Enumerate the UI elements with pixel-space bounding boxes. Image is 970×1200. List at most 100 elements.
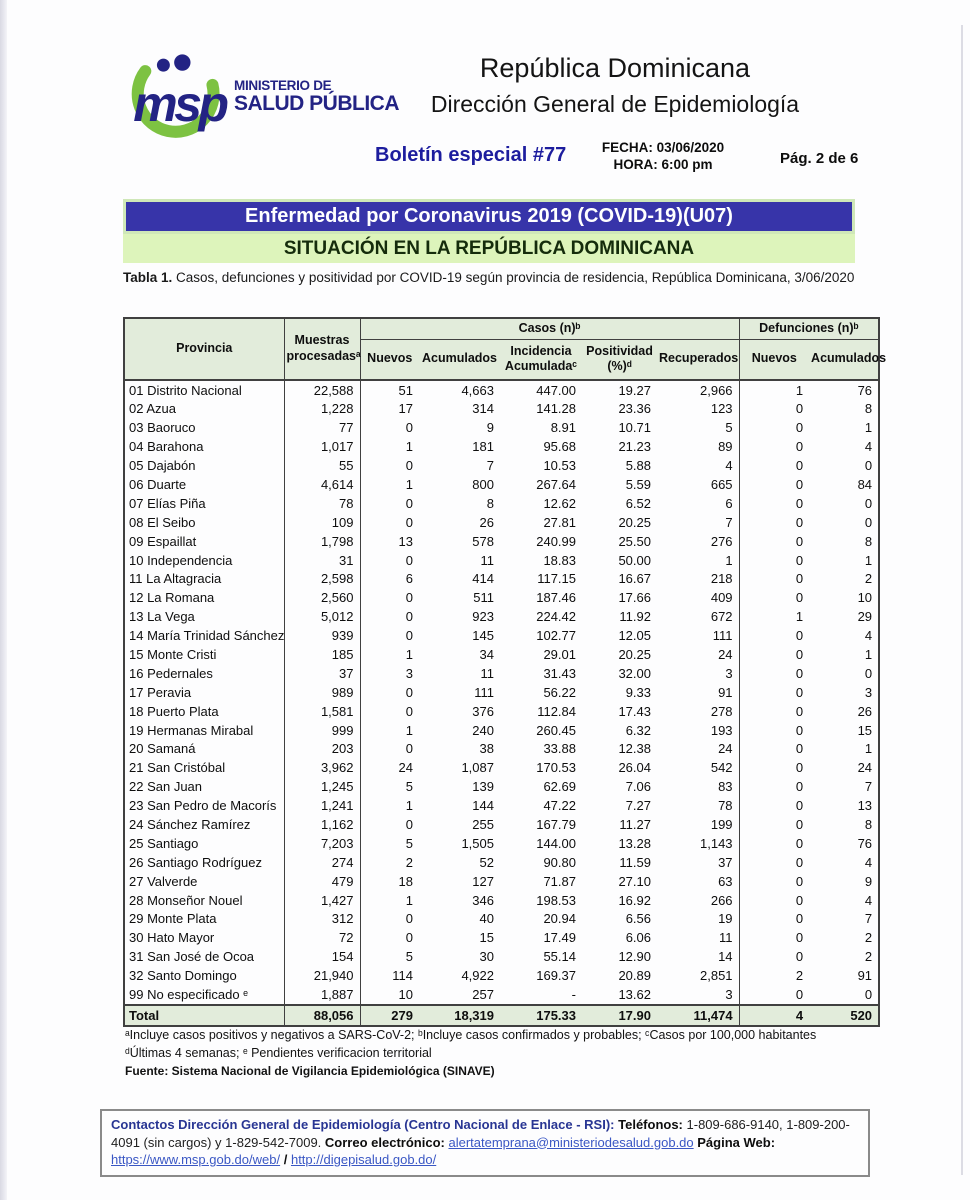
value-cell: 0	[738, 664, 810, 684]
value-cell: 13	[857, 798, 873, 814]
table-row: 10 Independencia 31 0 11 18.83 50.00 1 0 1	[124, 551, 879, 570]
table-row: 06 Duarte 4,614 1 800 267.64 5.59 665 0 84	[124, 475, 879, 495]
value-cell: 38	[479, 741, 494, 757]
province-cell: 13 La Vega	[129, 609, 195, 625]
web-link-2[interactable]: http://digepisalud.gob.do/	[290, 1152, 437, 1167]
value-cell: 13	[359, 532, 419, 552]
value-cell: 0	[864, 495, 873, 511]
value-cell: 11,474	[657, 1004, 740, 1027]
value-cell: 2,598	[283, 569, 360, 589]
value-cell: 511	[473, 590, 494, 606]
value-cell: 187.46	[536, 590, 576, 606]
value-cell: 9	[864, 873, 873, 889]
province-cell: 10 Independencia	[129, 552, 233, 568]
value-cell: 8	[864, 533, 873, 549]
value-cell: 0	[359, 909, 419, 929]
value-cell: 0	[738, 758, 810, 778]
value-cell: 4	[864, 892, 873, 908]
value-cell: 27.81	[543, 514, 576, 530]
value-cell: 4	[864, 439, 873, 455]
value-cell: 20.94	[543, 911, 576, 927]
province-cell: 03 Baoruco	[129, 420, 196, 436]
contact-box: Contactos Dirección General de Epidemiol…	[100, 1109, 870, 1177]
value-cell: 123	[710, 401, 733, 417]
value-cell: 0	[738, 947, 810, 967]
table-row: 02 Azua 1,228 17 314 141.28 23.36 123 0 8	[124, 399, 879, 419]
value-cell: 19	[718, 911, 733, 927]
value-cell: 78	[283, 494, 360, 514]
covid-banner: Enfermedad por Coronavirus 2019 (COVID-1…	[123, 199, 855, 234]
value-cell: 31	[283, 551, 360, 570]
value-cell: 1	[359, 475, 419, 495]
value-cell: 7	[864, 779, 873, 795]
value-cell: 1	[359, 437, 419, 457]
footnotes: ᵃIncluye casos positivos y negativos a S…	[125, 1026, 880, 1080]
value-cell: 199	[710, 816, 733, 832]
value-cell: 0	[738, 872, 810, 892]
value-cell: 0	[359, 456, 419, 476]
value-cell: 95.68	[543, 439, 576, 455]
value-cell: 111	[474, 684, 494, 700]
value-cell: 17.66	[618, 590, 651, 606]
province-cell: 07 Elías Piña	[129, 495, 206, 511]
value-cell: 2	[738, 966, 810, 986]
value-cell: 71.87	[543, 873, 576, 889]
value-cell: 0	[738, 834, 810, 854]
value-cell: 16.67	[618, 571, 651, 587]
value-cell: 52	[479, 854, 494, 870]
value-cell: 25.50	[618, 533, 651, 549]
value-cell: 0	[359, 683, 419, 703]
value-cell: 9	[486, 420, 494, 436]
value-cell: 11	[480, 665, 495, 681]
value-cell: 0	[738, 853, 810, 873]
value-cell: 203	[283, 739, 360, 759]
value-cell: 7.27	[625, 798, 651, 814]
time-label: HORA: 6:00 pm	[613, 157, 713, 172]
value-cell: 6.32	[625, 722, 651, 738]
value-cell: 1,087	[461, 760, 494, 776]
value-cell: 6.52	[625, 495, 651, 511]
value-cell: 56.22	[543, 684, 576, 700]
province-cell: 16 Pedernales	[129, 665, 213, 681]
province-cell: 09 Espaillat	[129, 533, 197, 549]
table-row: 03 Baoruco 77 0 9 8.91 10.71 5 0 1	[124, 418, 879, 438]
value-cell: 2,966	[700, 382, 733, 398]
col-def-nuevos: Nuevos	[738, 339, 810, 381]
col-recuperados: Recuperados	[657, 339, 740, 381]
value-cell: 278	[710, 703, 733, 719]
value-cell: 26	[479, 514, 494, 530]
province-cell: 02 Azua	[129, 401, 176, 417]
value-cell: -	[571, 987, 576, 1002]
value-cell: 63	[718, 873, 733, 889]
value-cell: 13.62	[618, 987, 651, 1002]
value-cell: 0	[359, 626, 419, 646]
province-cell: 23 San Pedro de Macorís	[129, 798, 277, 814]
value-cell: 12.38	[618, 741, 651, 757]
value-cell: 0	[864, 458, 873, 474]
web-link-1[interactable]: https://www.msp.gob.do/web/	[111, 1152, 281, 1167]
value-cell: 6.06	[625, 930, 651, 946]
value-cell: 11.92	[619, 609, 651, 625]
contact-label: Contactos Dirección General de Epidemiol…	[111, 1117, 615, 1132]
value-cell: 40	[479, 911, 494, 927]
table-row: 25 Santiago 7,203 5 1,505 144.00 13.28 1,143 0 7…	[124, 834, 879, 854]
value-cell: 32.00	[618, 665, 651, 681]
table-row: 12 La Romana 2,560 0 511 187.46 17.66 409 0 10	[124, 588, 879, 608]
value-cell: 0	[738, 702, 810, 722]
ministry-name: MINISTERIO DE SALUD PÚBLICA	[234, 78, 400, 115]
value-cell: 0	[864, 514, 873, 530]
value-cell: 2	[864, 930, 873, 946]
value-cell: 18,319	[419, 1004, 500, 1027]
value-cell: 3	[864, 684, 873, 700]
value-cell: 0	[738, 626, 810, 646]
value-cell: 16.92	[618, 892, 651, 908]
value-cell: 0	[738, 683, 810, 703]
province-cell: 99 No especificado ᵉ	[129, 987, 249, 1002]
email-link[interactable]: alertatemprana@ministeriodesalud.gob.do	[448, 1134, 694, 1150]
table-row: 99 No especificado ᵉ 1,887 10 257-13.62 3 0 0	[124, 985, 879, 1006]
value-cell: 167.79	[536, 816, 576, 832]
total-row: Total 88,056 279 18,319 175.33 17.90 11,474 4 52…	[124, 1004, 880, 1027]
value-cell: 21.23	[618, 439, 651, 455]
value-cell: 0	[359, 607, 419, 627]
value-cell: 1,017	[283, 437, 360, 457]
